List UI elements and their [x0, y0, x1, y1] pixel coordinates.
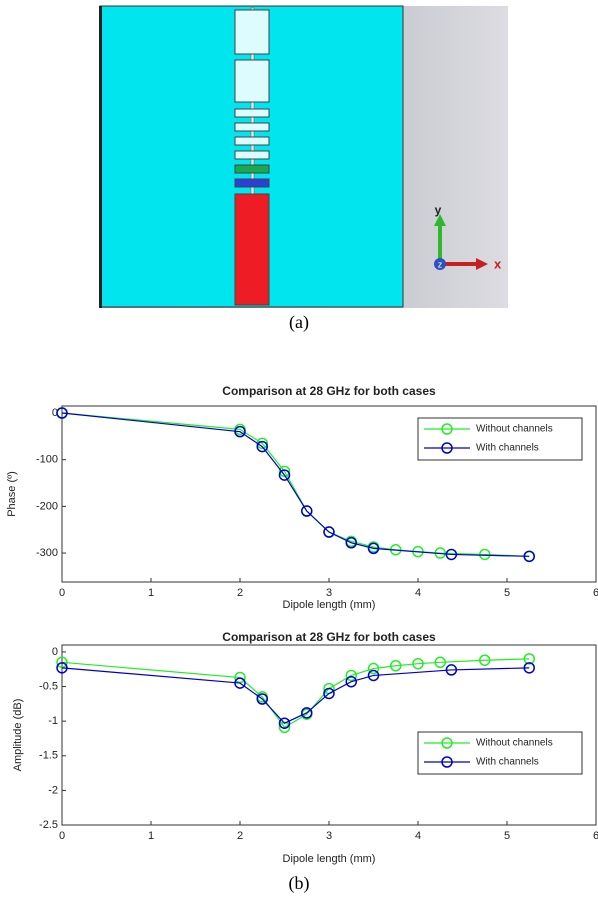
x-tick-label: 1 — [148, 830, 154, 842]
y-tick-label: -1 — [48, 715, 58, 727]
panel-label: (a) — [289, 312, 309, 333]
x-axis-label: Dipole length (mm) — [283, 853, 376, 865]
y-tick-label: -2 — [48, 784, 58, 796]
y-tick-label: -0.5 — [39, 680, 58, 692]
x-tick-label: 1 — [148, 587, 154, 599]
dipole — [235, 10, 269, 54]
y-tick-label: -1.5 — [39, 750, 58, 762]
x-axis-label: Dipole length (mm) — [283, 599, 376, 611]
dipole — [235, 137, 269, 145]
axis-label: z — [438, 259, 443, 269]
antenna-diagram: y z x — [99, 6, 508, 308]
legend-label: Without channels — [476, 424, 553, 435]
legend-label: With channels — [476, 443, 539, 454]
axis-label: x — [494, 256, 502, 271]
y-tick-label: 0 — [52, 646, 58, 658]
panel-label: (b) — [289, 873, 310, 894]
y-axis-label: Amplitude (dB) — [12, 699, 24, 772]
x-tick-label: 0 — [59, 587, 65, 599]
x-tick-label: 3 — [326, 830, 332, 842]
y-tick-label: -300 — [36, 547, 58, 559]
x-tick-label: 3 — [326, 587, 332, 599]
y-axis-label: Phase (º) — [6, 471, 18, 517]
x-tick-label: 4 — [415, 587, 421, 599]
axis-label: y — [435, 203, 442, 217]
chart-title: Comparison at 28 GHz for both cases — [222, 630, 436, 644]
y-tick-label: -200 — [36, 500, 58, 512]
chart-title: Comparison at 28 GHz for both cases — [222, 384, 436, 398]
x-tick-label: 4 — [415, 830, 421, 842]
legend-label: With channels — [476, 757, 539, 768]
x-tick-label: 5 — [504, 830, 510, 842]
dipole — [235, 179, 269, 187]
x-tick-label: 6 — [593, 830, 598, 842]
y-tick-label: -100 — [36, 454, 58, 466]
dipole — [235, 60, 269, 102]
x-tick-label: 2 — [237, 830, 243, 842]
x-tick-label: 0 — [59, 830, 65, 842]
x-tick-label: 2 — [237, 587, 243, 599]
edge — [99, 6, 102, 308]
x-tick-label: 5 — [504, 587, 510, 599]
x-tick-label: 6 — [593, 587, 598, 599]
dipole — [235, 109, 269, 117]
dipole — [235, 165, 269, 173]
dipole — [235, 151, 269, 159]
ground-plane — [235, 194, 269, 305]
figure: y z x (a) (b) Comparison at 28 GHz for b… — [0, 0, 598, 903]
legend-label: Without channels — [476, 738, 553, 749]
dipole — [235, 123, 269, 131]
y-tick-label: -2.5 — [39, 819, 58, 831]
